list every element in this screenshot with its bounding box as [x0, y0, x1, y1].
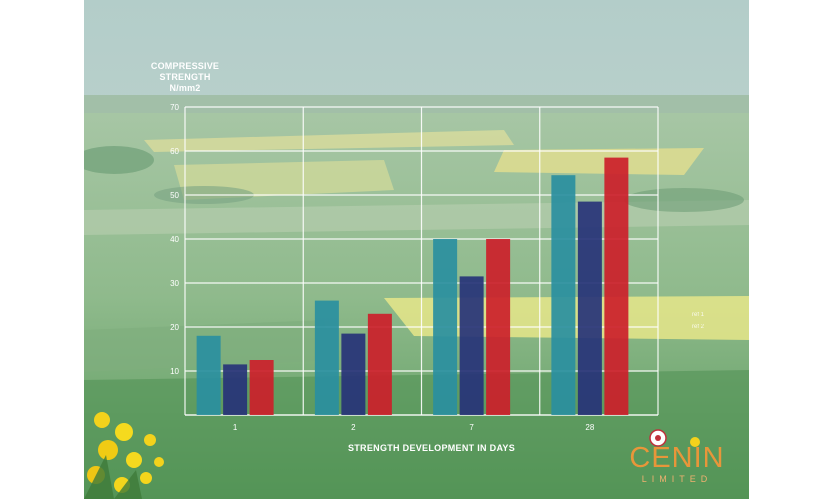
bar-series-1-7 [433, 239, 458, 415]
bar-series-3-1 [249, 360, 274, 415]
bar-series-2-7 [459, 276, 484, 415]
daffodils-decoration [84, 412, 164, 499]
legend-entry: ref 1 [692, 312, 705, 318]
bar-series-3-28 [604, 157, 629, 415]
y-tick-label: 20 [170, 323, 179, 332]
x-axis-ticks: 1 2 7 28 [233, 423, 595, 432]
x-axis-label: STRENGTH DEVELOPMENT IN DAYS [347, 443, 516, 453]
logo-emblem-icon [649, 429, 700, 447]
legend-entry: ref 2 [692, 324, 705, 330]
bar-series-1-2 [314, 300, 339, 415]
bar-series-1-1 [196, 335, 221, 415]
company-logo: CENIN LIMITED [627, 423, 737, 489]
bar-series-2-2 [341, 333, 366, 415]
y-axis-label-line-3: N/mm2 [169, 83, 201, 93]
x-tick-label: 28 [585, 423, 594, 432]
poster-background: COMPRESSIVE STRENGTH N/mm2 10 20 30 40 50 60 7… [84, 0, 749, 499]
y-axis-label-line-2: STRENGTH [159, 72, 211, 82]
x-tick-label: 2 [351, 423, 356, 432]
y-axis-label-line-1: COMPRESSIVE [150, 61, 220, 71]
y-tick-label: 40 [170, 235, 179, 244]
chart-legend: ref 1 ref 2 [692, 312, 705, 330]
bar-series-1-28 [551, 175, 576, 415]
x-tick-label: 1 [233, 423, 238, 432]
bar-series-2-28 [577, 201, 602, 415]
y-tick-label: 70 [170, 103, 179, 112]
y-tick-label: 30 [170, 279, 179, 288]
y-axis-ticks: 10 20 30 40 50 60 70 [170, 103, 179, 376]
bar-series-2-1 [223, 364, 248, 415]
y-tick-label: 10 [170, 367, 179, 376]
bar-series-3-2 [367, 313, 392, 415]
bar-series-3-7 [486, 239, 511, 415]
y-tick-label: 50 [170, 191, 179, 200]
y-tick-label: 60 [170, 147, 179, 156]
logo-subtitle: LIMITED [641, 474, 713, 484]
logo-name: CENIN [629, 442, 725, 474]
bar-chart: 10 20 30 40 50 60 70 1 2 7 28 ref 1 ref 2 [170, 103, 705, 432]
chart-bars [196, 157, 629, 415]
x-tick-label: 7 [469, 423, 474, 432]
